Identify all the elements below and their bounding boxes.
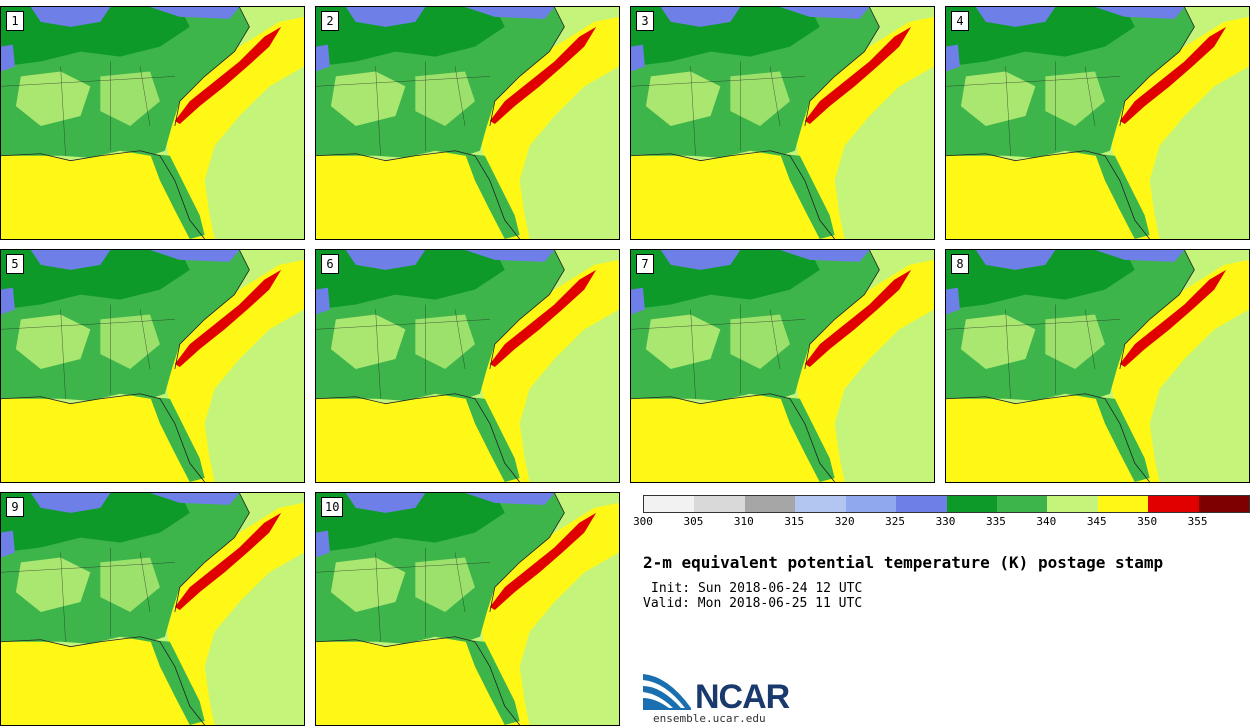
- ensemble-member-panel: 1: [0, 6, 305, 240]
- member-label: 5: [6, 254, 24, 274]
- member-label: 6: [321, 254, 339, 274]
- member-label: 10: [321, 497, 344, 517]
- member-label: 9: [6, 497, 24, 517]
- colorbar-tick-label: 350: [1137, 515, 1158, 528]
- colorbar-swatch: [1198, 496, 1250, 512]
- colorbar-swatch: [795, 496, 846, 512]
- colorbar-tick-label: 325: [885, 515, 906, 528]
- colorbar-tick-label: 340: [1036, 515, 1057, 528]
- colorbar-ticks: 300 305 310 315 320 325 330 335 340 345 350 355: [633, 515, 1248, 529]
- colorbar-swatch: [644, 496, 695, 512]
- member-label: 3: [636, 11, 654, 31]
- colorbar-swatch: [1097, 496, 1149, 512]
- colorbar-swatch: [1148, 496, 1199, 512]
- member-map: [316, 250, 619, 482]
- ncar-wordmark: NCAR: [695, 678, 790, 716]
- colorbar: [643, 495, 1250, 513]
- colorbar-tick-label: 320: [834, 515, 855, 528]
- member-label: 4: [951, 11, 969, 31]
- colorbar-tick-label: 300: [633, 515, 653, 528]
- member-map: [1, 250, 304, 482]
- ensemble-member-panel: 8: [945, 249, 1250, 483]
- ensemble-member-panel: 5: [0, 249, 305, 483]
- member-map: [946, 7, 1249, 239]
- ensemble-member-panel: 9: [0, 492, 305, 726]
- colorbar-swatch: [744, 496, 796, 512]
- member-label: 8: [951, 254, 969, 274]
- colorbar-tick-label: 330: [935, 515, 956, 528]
- member-map: [631, 7, 934, 239]
- ensemble-member-panel: 6: [315, 249, 620, 483]
- colorbar-swatch: [845, 496, 897, 512]
- ensemble-member-panel: 2: [315, 6, 620, 240]
- ensemble-member-panel: 4: [945, 6, 1250, 240]
- member-map: [631, 250, 934, 482]
- member-map: [316, 493, 619, 725]
- member-map: [946, 250, 1249, 482]
- colorbar-swatch: [1047, 496, 1098, 512]
- member-label: 7: [636, 254, 654, 274]
- ncar-logo-icon: [643, 674, 691, 710]
- product-title: 2-m equivalent potential temperature (K)…: [643, 553, 1164, 572]
- colorbar-tick-label: 310: [733, 515, 754, 528]
- colorbar-tick-label: 355: [1187, 515, 1208, 528]
- colorbar-tick-label: 345: [1086, 515, 1107, 528]
- member-map: [316, 7, 619, 239]
- valid-time: Valid: Mon 2018-06-25 11 UTC: [643, 596, 863, 611]
- member-map: [1, 493, 304, 725]
- ensemble-member-panel: 3: [630, 6, 935, 240]
- ensemble-member-panel: 10: [315, 492, 620, 726]
- member-label: 2: [321, 11, 339, 31]
- colorbar-swatch: [946, 496, 997, 512]
- colorbar-swatch: [896, 496, 947, 512]
- site-url[interactable]: ensemble.ucar.edu: [653, 712, 766, 725]
- ensemble-member-panel: 7: [630, 249, 935, 483]
- colorbar-tick-label: 335: [985, 515, 1006, 528]
- colorbar-swatch: [694, 496, 745, 512]
- member-map: [1, 7, 304, 239]
- colorbar-tick-label: 315: [784, 515, 805, 528]
- colorbar-swatch: [996, 496, 1048, 512]
- member-label: 1: [6, 11, 24, 31]
- colorbar-tick-label: 305: [683, 515, 704, 528]
- init-time: Init: Sun 2018-06-24 12 UTC: [651, 581, 863, 596]
